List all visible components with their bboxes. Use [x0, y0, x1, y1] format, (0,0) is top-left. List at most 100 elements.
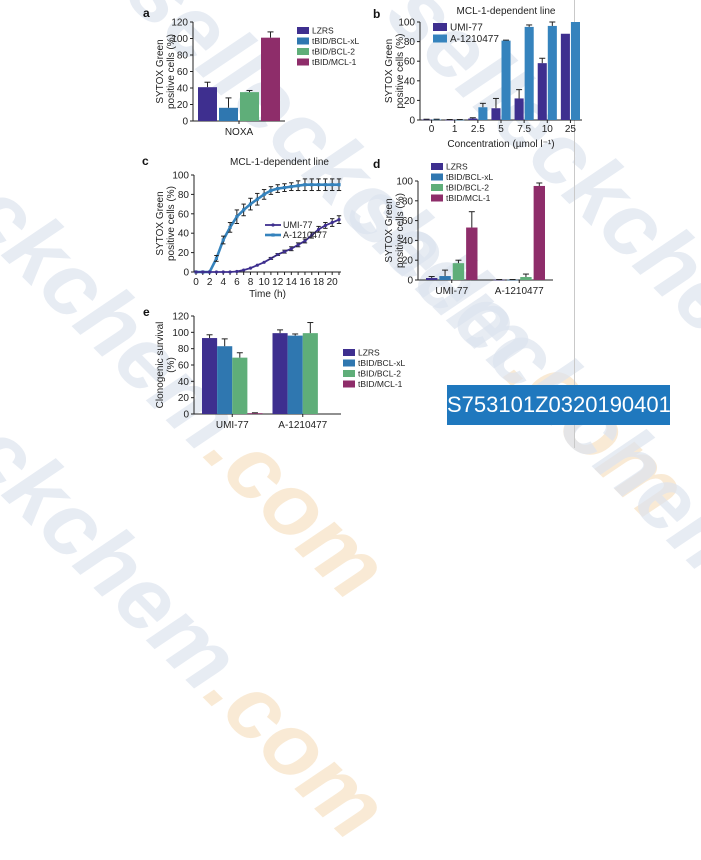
legend-label: tBID/BCL-2: [358, 369, 401, 379]
legend-label: UMI-77: [283, 220, 313, 230]
data-point: [221, 238, 225, 242]
legend-label: tBID/MCL-1: [358, 379, 403, 389]
chart-title: MCL-1-dependent line: [457, 6, 556, 17]
data-point: [310, 183, 314, 187]
bar: [287, 335, 303, 414]
legend-label: A-1210477: [450, 34, 499, 45]
data-point: [310, 233, 314, 237]
y-tick-label: 80: [177, 51, 189, 62]
x-tick-label: 14: [286, 277, 298, 288]
x-tick-label: UMI-77: [216, 420, 249, 431]
y-axis-label: SYTOX Green: [384, 198, 395, 262]
legend-label: tBID/BCL-xL: [312, 36, 360, 46]
legend-marker: [271, 233, 275, 237]
y-tick-label: 0: [183, 410, 189, 421]
legend-swatch: [431, 173, 443, 181]
bar: [501, 40, 511, 121]
data-point: [323, 223, 327, 228]
panel-label: b: [373, 7, 380, 21]
x-axis-label: Time (h): [249, 289, 286, 300]
data-point: [194, 270, 198, 274]
legend-swatch: [343, 370, 355, 377]
series-line: [196, 183, 339, 274]
y-tick-label: 20: [402, 256, 414, 267]
data-point: [201, 270, 205, 274]
data-point: [316, 227, 321, 231]
legend-label: tBID/MCL-1: [446, 193, 491, 203]
data-point: [255, 263, 259, 267]
x-tick-label: 0: [429, 124, 435, 135]
x-tick-label: 8: [248, 277, 254, 288]
x-tick-label: A-1210477: [278, 420, 327, 431]
legend-swatch: [433, 34, 447, 43]
data-point: [262, 260, 266, 264]
legend-swatch: [297, 58, 309, 66]
y-tick-label: 80: [178, 190, 190, 201]
y-tick-label: 20: [178, 248, 190, 259]
vertical-divider: [574, 0, 575, 448]
x-tick-label: 25: [565, 124, 577, 135]
y-axis-label: SYTOX Green: [155, 191, 166, 255]
bar: [533, 185, 545, 280]
bar: [261, 37, 280, 121]
y-tick-label: 100: [171, 34, 188, 45]
y-tick-label: 40: [402, 236, 414, 247]
data-point: [235, 215, 239, 219]
bar: [432, 119, 442, 121]
data-point: [269, 256, 273, 261]
bar: [478, 107, 488, 120]
panel-a: a 0 20 40 60 80 100 120 SYTOX Green positive cell…: [143, 6, 360, 138]
data-point: [296, 184, 300, 188]
data-point: [337, 183, 341, 187]
x-tick-label: 10: [259, 277, 271, 288]
data-point: [330, 183, 334, 187]
legend-swatch: [431, 194, 443, 202]
data-point: [235, 269, 239, 274]
panel-label: a: [143, 6, 150, 20]
x-axis-label: Concentration (µmol l⁻¹): [447, 139, 554, 150]
bar: [217, 346, 233, 414]
panel-label: c: [142, 154, 149, 168]
bar: [570, 22, 580, 120]
legend-swatch: [343, 380, 355, 388]
legend-label: A-1210477: [283, 230, 327, 240]
bar: [272, 333, 288, 414]
y-tick-label: 0: [407, 276, 413, 287]
y-tick-label: 60: [178, 361, 190, 372]
bar: [466, 227, 478, 280]
catalog-banner: S753101Z0320190401: [447, 385, 671, 425]
data-point: [248, 266, 253, 270]
data-point: [337, 218, 341, 222]
data-point: [282, 250, 287, 254]
bar: [514, 98, 524, 120]
panel-label: d: [373, 157, 380, 171]
data-point: [262, 192, 266, 196]
y-tick-label: 40: [178, 229, 190, 240]
data-point: [214, 270, 219, 274]
y-axis-label: Clonogenic survival: [155, 322, 166, 409]
y-tick-label: 20: [177, 100, 189, 111]
y-tick-label: 60: [402, 216, 414, 227]
y-tick-label: 40: [404, 76, 416, 87]
panel-label: e: [143, 305, 150, 319]
x-tick-label: A-1210477: [495, 286, 544, 297]
y-tick-label: 80: [178, 344, 190, 355]
x-tick-label: 10: [542, 124, 554, 135]
y-tick-label: 100: [396, 177, 413, 188]
y-tick-label: 20: [178, 393, 190, 404]
x-tick-label: 2.5: [471, 124, 485, 135]
data-point: [276, 252, 280, 257]
data-point: [228, 270, 232, 274]
y-tick-label: 120: [171, 18, 188, 29]
bar: [468, 118, 478, 120]
y-tick-label: 60: [177, 67, 189, 78]
x-tick-label: 1: [452, 124, 458, 135]
y-tick-label: 0: [183, 268, 189, 279]
y-tick-label: 40: [177, 84, 189, 95]
y-tick-label: 80: [402, 196, 414, 207]
legend-label: LZRS: [358, 348, 380, 358]
legend-label: LZRS: [312, 26, 334, 36]
x-tick-label: 2: [207, 277, 213, 288]
y-tick-label: 100: [172, 328, 189, 339]
legend-label: tBID/BCL-2: [446, 183, 489, 193]
